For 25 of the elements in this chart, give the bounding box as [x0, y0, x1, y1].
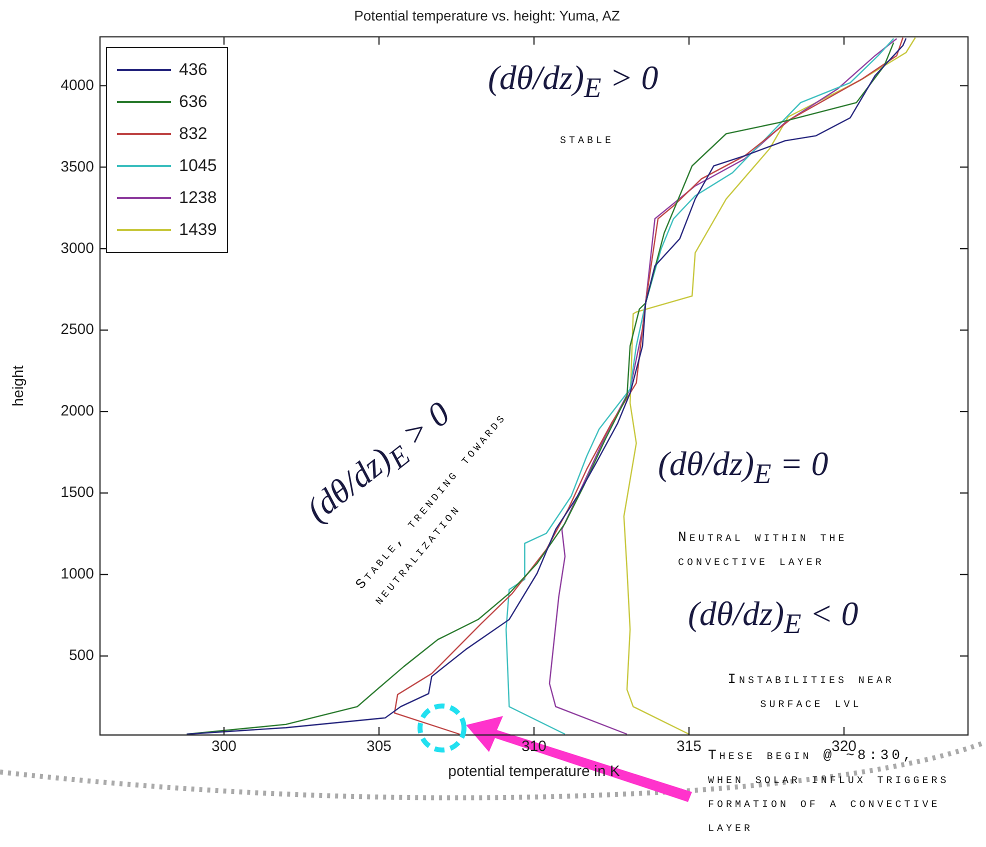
legend-label: 1439 [179, 220, 217, 240]
y-tick-label: 4000 [60, 76, 94, 94]
y-axis-title: height [10, 364, 28, 406]
legend-label: 636 [179, 92, 208, 112]
y-tick-label: 3500 [60, 158, 94, 176]
x-tick-label: 315 [676, 738, 702, 756]
annotation: Instabilities near surface lvl [726, 671, 896, 714]
y-tick-label: 1500 [60, 484, 94, 502]
y-tick-label: 3000 [60, 240, 94, 257]
y-tick-label: 500 [68, 647, 94, 664]
annotation: stable [560, 131, 616, 150]
annotation: (dθ/dz)$_{E}$ > 0 [488, 60, 658, 105]
y-tick-label: 1000 [60, 566, 94, 583]
legend-label: 1045 [179, 156, 217, 176]
annotation: (dθ/dz)$_{E}$ < 0 [688, 596, 858, 641]
annotation: (dθ/dz)$_{E}$ = 0 [658, 446, 828, 491]
legend-label: 832 [179, 124, 208, 144]
chart-title: Potential temperature vs. height: Yuma, AZ [354, 7, 620, 24]
x-tick-label: 305 [366, 738, 392, 756]
legend-label: 1238 [179, 188, 217, 208]
y-tick-label: 2500 [60, 321, 94, 338]
y-tick-label: 2000 [60, 402, 94, 420]
legend-label: 436 [179, 60, 208, 80]
x-tick-label: 300 [211, 738, 237, 756]
annotation: Neutral within the convective layer [678, 529, 848, 572]
